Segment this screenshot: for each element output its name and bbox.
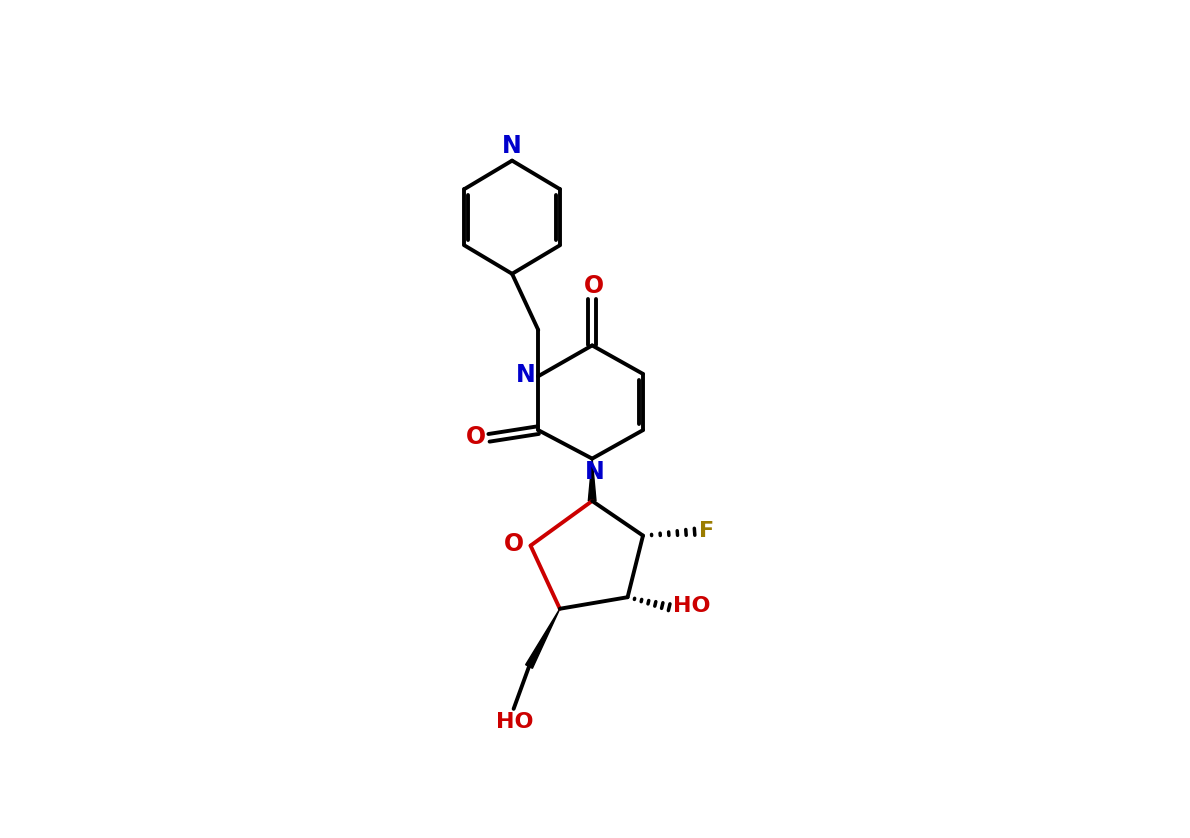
Text: N: N — [584, 460, 605, 484]
Text: N: N — [515, 363, 536, 386]
Text: F: F — [700, 521, 714, 541]
Text: O: O — [505, 532, 525, 556]
Polygon shape — [526, 608, 559, 669]
Text: O: O — [465, 425, 486, 449]
Text: HO: HO — [674, 597, 710, 617]
Polygon shape — [588, 458, 596, 501]
Text: HO: HO — [496, 712, 534, 732]
Text: N: N — [502, 133, 522, 158]
Text: O: O — [583, 274, 603, 297]
